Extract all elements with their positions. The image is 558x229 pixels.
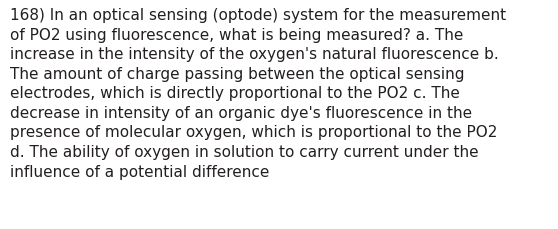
Text: 168) In an optical sensing (optode) system for the measurement
of PO2 using fluo: 168) In an optical sensing (optode) syst… xyxy=(10,8,506,179)
